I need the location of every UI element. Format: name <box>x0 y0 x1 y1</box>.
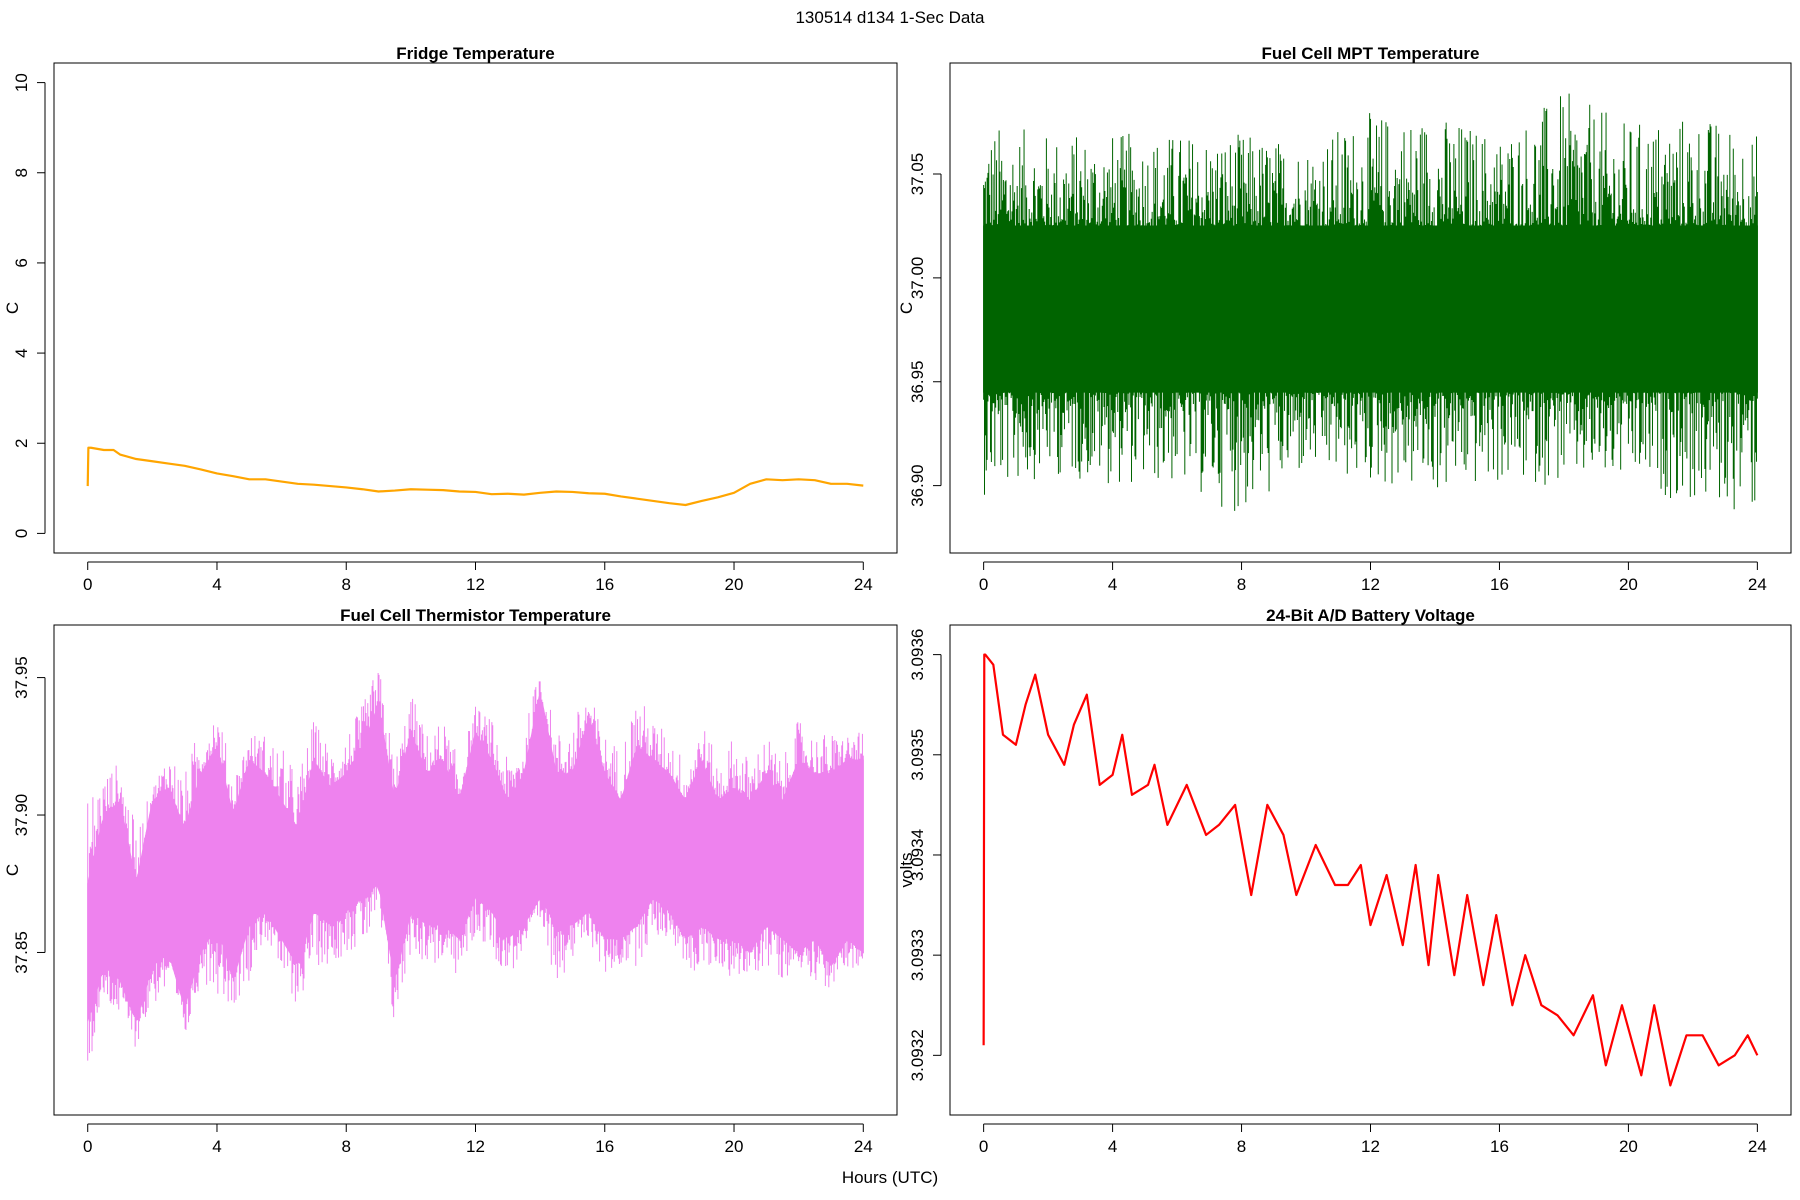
x-tick-label: 12 <box>1361 575 1380 594</box>
chart-title: Fuel Cell Thermistor Temperature <box>340 606 611 625</box>
x-tick-label: 12 <box>466 1137 485 1156</box>
plot-frame <box>949 624 1792 1116</box>
y-axis-label: volts <box>897 853 916 888</box>
chart-title: Fuel Cell MPT Temperature <box>1262 44 1480 63</box>
x-tick-label: 0 <box>979 1137 988 1156</box>
panel-battery-voltage: 24-Bit A/D Battery Voltage 0 4 8 12 16 20 24 3.0… <box>897 606 1792 1156</box>
y-tick-label: 6 <box>12 258 31 267</box>
y-tick-label: 4 <box>12 348 31 357</box>
y-tick-label: 10 <box>12 73 31 92</box>
y-tick-label: 37.90 <box>12 794 31 837</box>
y-tick-label: 3.0936 <box>908 629 927 681</box>
x-tick-label: 8 <box>1237 1137 1246 1156</box>
series-group <box>982 653 1759 1087</box>
x-tick-label: 12 <box>466 575 485 594</box>
series-line <box>86 446 864 507</box>
y-tick-label: 3.0934 <box>908 829 927 881</box>
y-tick-label: 37.00 <box>908 257 927 300</box>
figure-xlabel: Hours (UTC) <box>842 1168 938 1187</box>
x-tick-label: 16 <box>1490 1137 1509 1156</box>
panel-fuel-cell-thermistor-temperature: Fuel Cell Thermistor Temperature 0 4 8 12 16 2… <box>3 606 898 1156</box>
x-tick-label: 8 <box>342 575 351 594</box>
x-tick-label: 4 <box>1108 1137 1117 1156</box>
y-tick-label: 37.05 <box>908 153 927 196</box>
x-tick-label: 16 <box>1490 575 1509 594</box>
x-tick-label: 12 <box>1361 1137 1380 1156</box>
series-line <box>982 653 1759 1087</box>
chart-title: Fridge Temperature <box>396 44 554 63</box>
y-tick-label: 37.95 <box>12 656 31 699</box>
x-tick-label: 8 <box>1237 575 1246 594</box>
series-spikes <box>983 93 1758 511</box>
y-axis-label: C <box>3 302 22 314</box>
y-tick-label: 36.90 <box>908 464 927 507</box>
x-tick-label: 4 <box>1108 575 1117 594</box>
y-tick-label: 2 <box>12 439 31 448</box>
figure-suptitle: 130514 d134 1-Sec Data <box>795 8 985 27</box>
series-group <box>87 672 864 1061</box>
y-axis-label: C <box>3 864 22 876</box>
plot-frame <box>53 624 898 1116</box>
x-tick-label: 24 <box>1748 575 1767 594</box>
x-tick-label: 20 <box>725 575 744 594</box>
y-tick-label: 3.0935 <box>908 729 927 781</box>
x-tick-label: 24 <box>1748 1137 1767 1156</box>
x-tick-label: 24 <box>854 575 873 594</box>
plot-frame <box>949 62 1792 554</box>
plot-frame <box>53 62 898 554</box>
x-tick-label: 0 <box>83 1137 92 1156</box>
x-tick-label: 0 <box>979 575 988 594</box>
x-tick-label: 4 <box>212 1137 221 1156</box>
x-tick-label: 16 <box>595 575 614 594</box>
x-tick-label: 0 <box>83 575 92 594</box>
y-tick-label: 0 <box>12 529 31 538</box>
series-group <box>983 93 1758 511</box>
y-tick-label: 36.95 <box>908 360 927 403</box>
y-axis-label: C <box>897 302 916 314</box>
panel-fuel-cell-mpt-temperature: Fuel Cell MPT Temperature 0 4 8 12 16 20 24 36.9… <box>897 44 1792 594</box>
x-tick-label: 20 <box>1619 1137 1638 1156</box>
x-tick-label: 8 <box>342 1137 351 1156</box>
y-tick-label: 3.0933 <box>908 929 927 981</box>
chart-title: 24-Bit A/D Battery Voltage <box>1266 606 1475 625</box>
x-tick-label: 16 <box>595 1137 614 1156</box>
series-group <box>86 446 864 507</box>
x-tick-label: 4 <box>212 575 221 594</box>
y-tick-label: 8 <box>12 168 31 177</box>
y-tick-label: 37.85 <box>12 931 31 974</box>
series-spikes <box>87 672 864 1061</box>
x-tick-label: 20 <box>1619 575 1638 594</box>
y-tick-label: 3.0932 <box>908 1029 927 1081</box>
x-tick-label: 24 <box>854 1137 873 1156</box>
x-tick-label: 20 <box>725 1137 744 1156</box>
